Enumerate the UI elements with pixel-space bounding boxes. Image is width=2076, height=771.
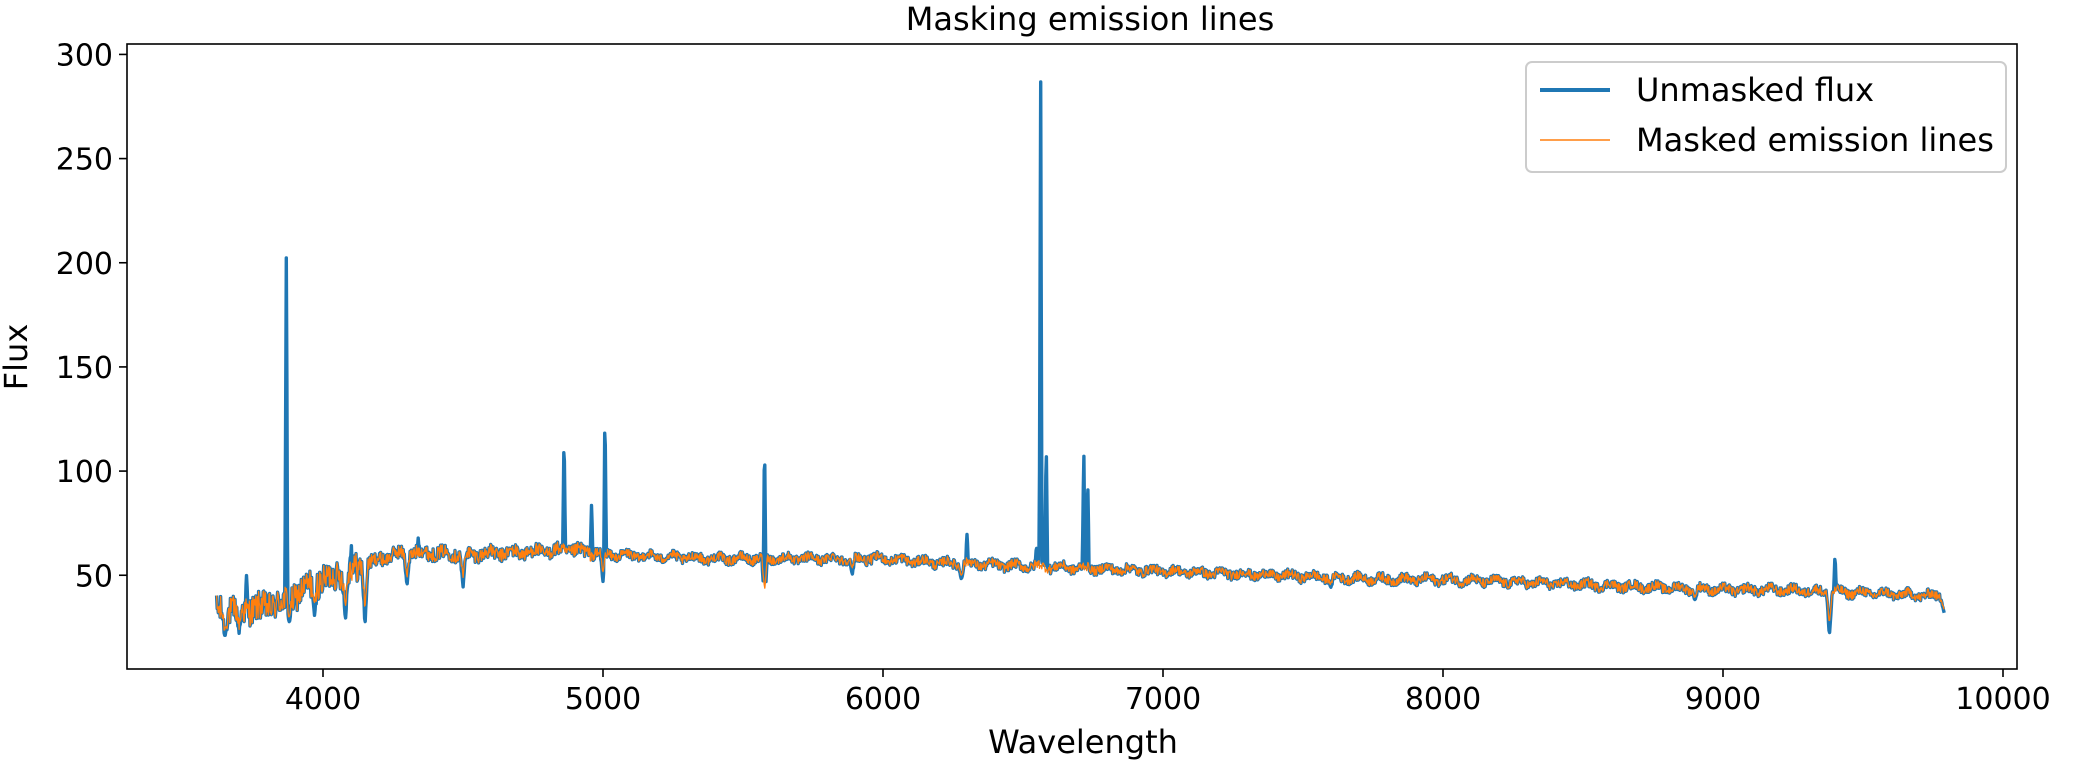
x-tick-label: 6000: [845, 682, 921, 717]
axis-ticks: 4000 5000 6000 7000 8000 9000 10000 50 100 150 200…: [56, 38, 2051, 717]
chart-title: Masking emission lines: [906, 0, 1275, 38]
y-tick-label: 150: [56, 351, 113, 386]
x-tick-label: 10000: [1955, 682, 2050, 717]
y-axis-label: Flux: [0, 324, 35, 391]
plot-frame: [126, 43, 2018, 670]
x-tick-label: 7000: [1125, 682, 1201, 717]
x-tick-label: 5000: [565, 682, 641, 717]
x-tick-label: 4000: [285, 682, 361, 717]
y-tick-label: 300: [56, 38, 113, 73]
y-tick-label: 100: [56, 455, 113, 490]
x-axis-label: Wavelength: [988, 723, 1178, 761]
y-tick-label: 50: [75, 559, 113, 594]
legend-label-masked: Masked emission lines: [1636, 121, 1994, 159]
plot-area: [214, 80, 1946, 637]
series-line-masked-emission-lines: [215, 541, 1945, 631]
legend: Unmasked flux Masked emission lines: [1525, 61, 2007, 173]
legend-label-unmasked: Unmasked flux: [1636, 71, 1874, 109]
x-tick-label: 8000: [1405, 682, 1481, 717]
legend-box: [1525, 61, 2007, 173]
y-tick-label: 200: [56, 247, 113, 282]
y-tick-label: 250: [56, 143, 113, 178]
x-tick-label: 9000: [1685, 682, 1761, 717]
